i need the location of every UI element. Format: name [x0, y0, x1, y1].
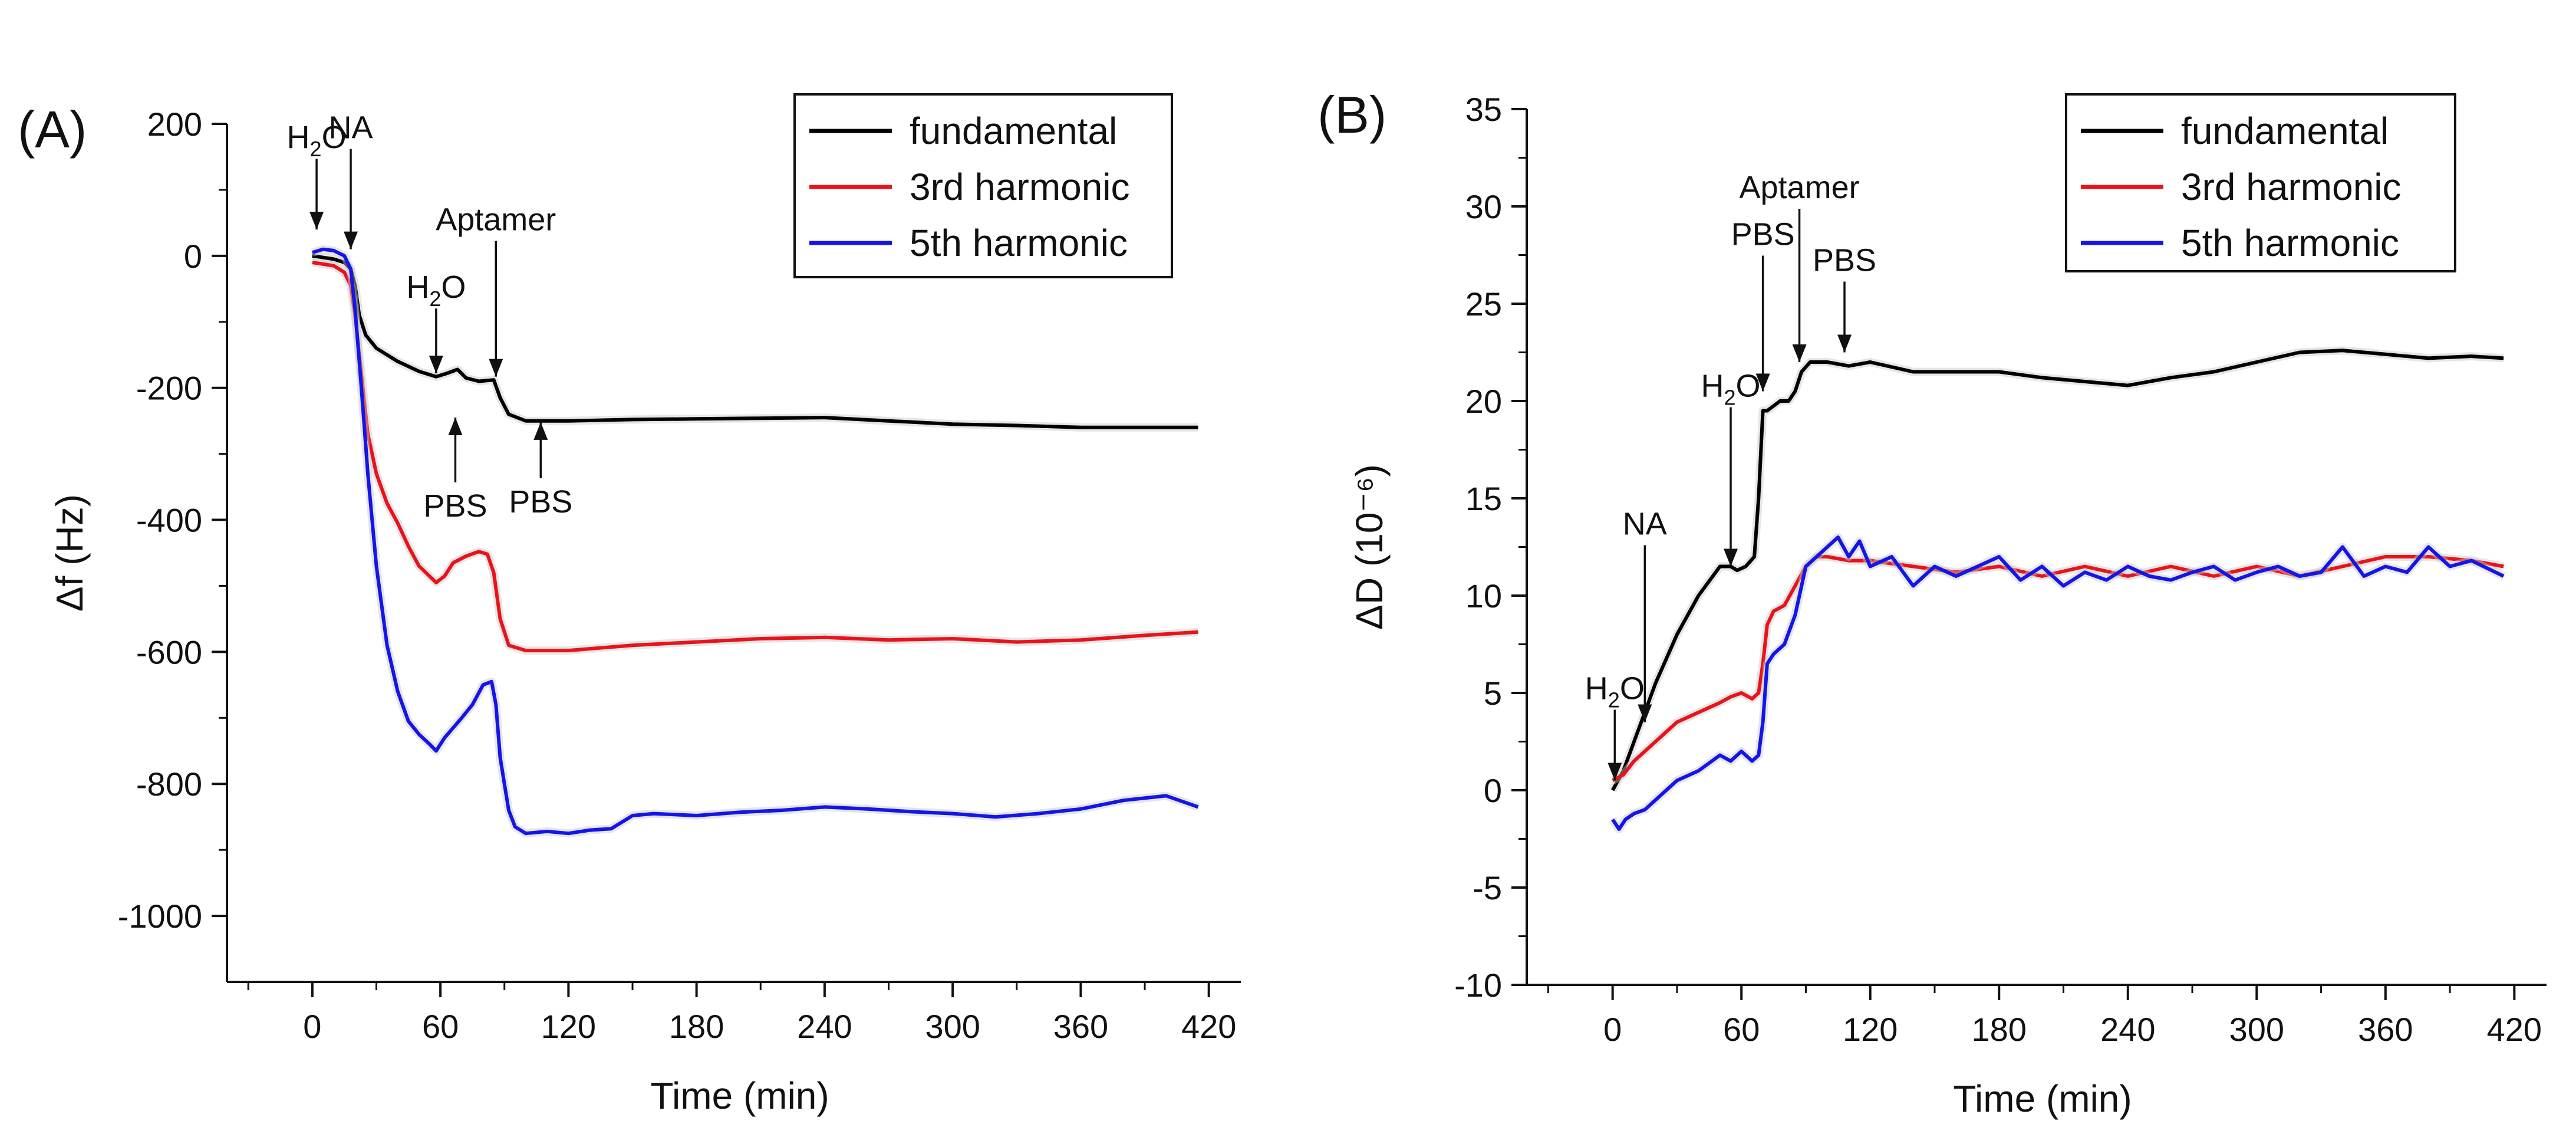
chart-panel-a: 0 60 120 180 240 300 360 420 -1000 -800 -600 -400 -2…	[18, 93, 1241, 1117]
y-tick-label: 0	[184, 238, 202, 275]
annotations: H2O NA H2O PBS Aptamer PBS	[1585, 170, 1876, 781]
x-tick-label: 0	[303, 1008, 321, 1045]
y-tick-label: -600	[136, 633, 202, 671]
annotation-arrowhead	[448, 418, 463, 436]
x-tick-label: 60	[1723, 1011, 1760, 1048]
x-tick-label: 420	[2487, 1011, 2542, 1048]
x-tick-label: 0	[1603, 1011, 1622, 1048]
y-tick-label: -800	[136, 765, 202, 803]
y-tick-label: 30	[1465, 188, 1502, 225]
series-line-fundamental	[312, 254, 1198, 429]
series-group	[1609, 346, 2506, 833]
legend-entry: fundamental	[2181, 110, 2389, 152]
annotation-label: PBS	[509, 484, 572, 520]
y-tick-label: 0	[1484, 772, 1502, 809]
series-raw-band	[311, 258, 1199, 655]
x-tick-label: 120	[541, 1008, 596, 1045]
y-tick-label: -1000	[118, 898, 202, 935]
annotation-arrowhead	[1755, 373, 1770, 392]
annotation-label: NA	[1623, 507, 1667, 542]
legend-entry: fundamental	[910, 110, 1117, 152]
annotation-label: PBS	[1813, 243, 1876, 278]
series-raw-band	[1610, 553, 2505, 784]
annotation-arrowhead	[429, 356, 443, 374]
legend: fundamental 3rd harmonic 5th harmonic	[793, 93, 1173, 278]
annotation-label: Aptamer	[1740, 170, 1860, 205]
annotation-arrowhead	[309, 212, 324, 230]
annotation-arrowhead	[1837, 334, 1852, 353]
panel-label: (B)	[1317, 86, 1386, 144]
legend: fundamental 3rd harmonic 5th harmonic	[2065, 93, 2456, 272]
y-axis-title: Δf (Hz)	[48, 494, 91, 612]
annotation-label: NA	[329, 110, 373, 146]
y-tick-label: 20	[1465, 383, 1502, 420]
legend-entry: 5th harmonic	[2181, 222, 2399, 264]
y-tick-label: -10	[1454, 967, 1502, 1004]
x-tick-label: 180	[1972, 1011, 2027, 1048]
legend-entry: 5th harmonic	[910, 222, 1128, 264]
annotation-arrowhead	[1792, 344, 1807, 362]
legend-entry: 3rd harmonic	[910, 166, 1130, 208]
series-line-3rd-harmonic	[1612, 555, 2504, 783]
x-tick-label: 120	[1843, 1011, 1898, 1048]
annotation-label: H2O	[287, 120, 347, 161]
y-tick-label: -5	[1473, 869, 1502, 906]
panel-label: (A)	[18, 100, 87, 159]
series-group	[311, 245, 1200, 838]
annotation-arrowhead	[1724, 548, 1738, 567]
x-tick-label: 180	[669, 1008, 724, 1045]
series-raw-band	[311, 245, 1200, 838]
series-line-5th-harmonic	[1611, 535, 2505, 831]
x-tick-label: 300	[925, 1008, 980, 1045]
chart-panel-b: 0 60 120 180 240 300 360 420 -10 -5 0 5 10 15 20 25 30 35…	[1317, 86, 2547, 1120]
x-tick-label: 300	[2229, 1011, 2284, 1048]
y-tick-label: 15	[1465, 480, 1502, 517]
x-tick-label: 60	[422, 1008, 459, 1045]
annotation-arrowhead	[533, 422, 548, 440]
annotation-label: PBS	[1731, 217, 1795, 252]
series-line-fundamental	[1611, 349, 2504, 791]
y-tick-label: 200	[147, 106, 202, 143]
x-axis-title: Time (min)	[650, 1074, 829, 1117]
annotation-label: H2O	[1585, 671, 1645, 712]
y-tick-label: 35	[1465, 91, 1502, 128]
y-tick-label: 10	[1465, 577, 1502, 614]
x-tick-label: 360	[2358, 1011, 2413, 1048]
annotation-arrowhead	[1638, 704, 1652, 722]
x-tick-label: 240	[797, 1008, 852, 1045]
y-tick-label: 5	[1484, 675, 1502, 712]
series-line-5th-harmonic	[311, 247, 1199, 836]
x-axis-title: Time (min)	[1953, 1077, 2132, 1120]
series-line-3rd-harmonic	[312, 261, 1198, 653]
y-tick-label: -400	[136, 502, 202, 539]
annotation-arrowhead	[489, 359, 503, 377]
x-tick-label: 240	[2100, 1011, 2155, 1048]
x-tick-label: 360	[1053, 1008, 1108, 1045]
annotation-arrowhead	[1607, 763, 1622, 781]
annotation-label: Aptamer	[436, 202, 556, 238]
annotation-arrowhead	[344, 231, 358, 249]
y-axis-title: ΔD (10⁻⁶)	[1348, 464, 1391, 630]
annotation-label: PBS	[423, 488, 487, 524]
annotation-label: H2O	[406, 270, 466, 311]
y-tick-label: -200	[136, 370, 202, 407]
annotation-label: H2O	[1701, 369, 1760, 410]
legend-entry: 3rd harmonic	[2181, 166, 2402, 208]
x-tick-label: 420	[1181, 1008, 1236, 1045]
y-tick-label: 25	[1465, 285, 1502, 323]
